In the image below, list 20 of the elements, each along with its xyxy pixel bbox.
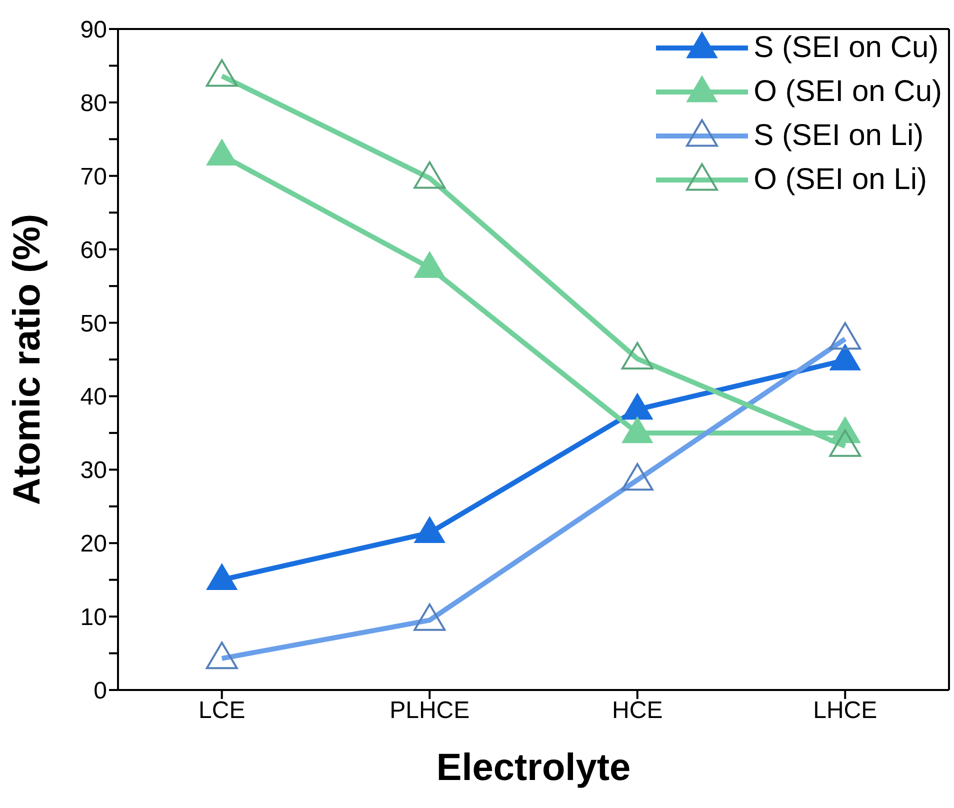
x-tick-label: LHCE: [813, 697, 878, 724]
y-tick-label: 80: [80, 90, 107, 117]
y-tick-label: 0: [94, 678, 107, 705]
y-tick-label: 90: [80, 16, 107, 44]
legend-label: O (SEI on Li): [754, 163, 927, 197]
legend-label: S (SEI on Li): [754, 119, 924, 153]
x-tick-label: HCE: [612, 697, 663, 724]
x-tick-label: LCE: [198, 697, 246, 724]
y-tick-label: 30: [80, 457, 107, 484]
legend-label: O (SEI on Cu): [754, 75, 942, 109]
y-tick-label: 60: [80, 236, 107, 264]
x-axis-title: Electrolyte: [436, 747, 631, 789]
y-tick-label: 40: [80, 384, 107, 411]
x-tick-label: PLHCE: [390, 697, 470, 724]
y-axis-title: Atomic ratio (%): [6, 214, 48, 506]
legend-label: S (SEI on Cu): [754, 31, 939, 65]
y-tick-label: 70: [80, 163, 107, 190]
y-tick-label: 20: [80, 530, 107, 558]
y-tick-label: 10: [80, 604, 107, 632]
y-tick-label: 50: [80, 310, 107, 338]
